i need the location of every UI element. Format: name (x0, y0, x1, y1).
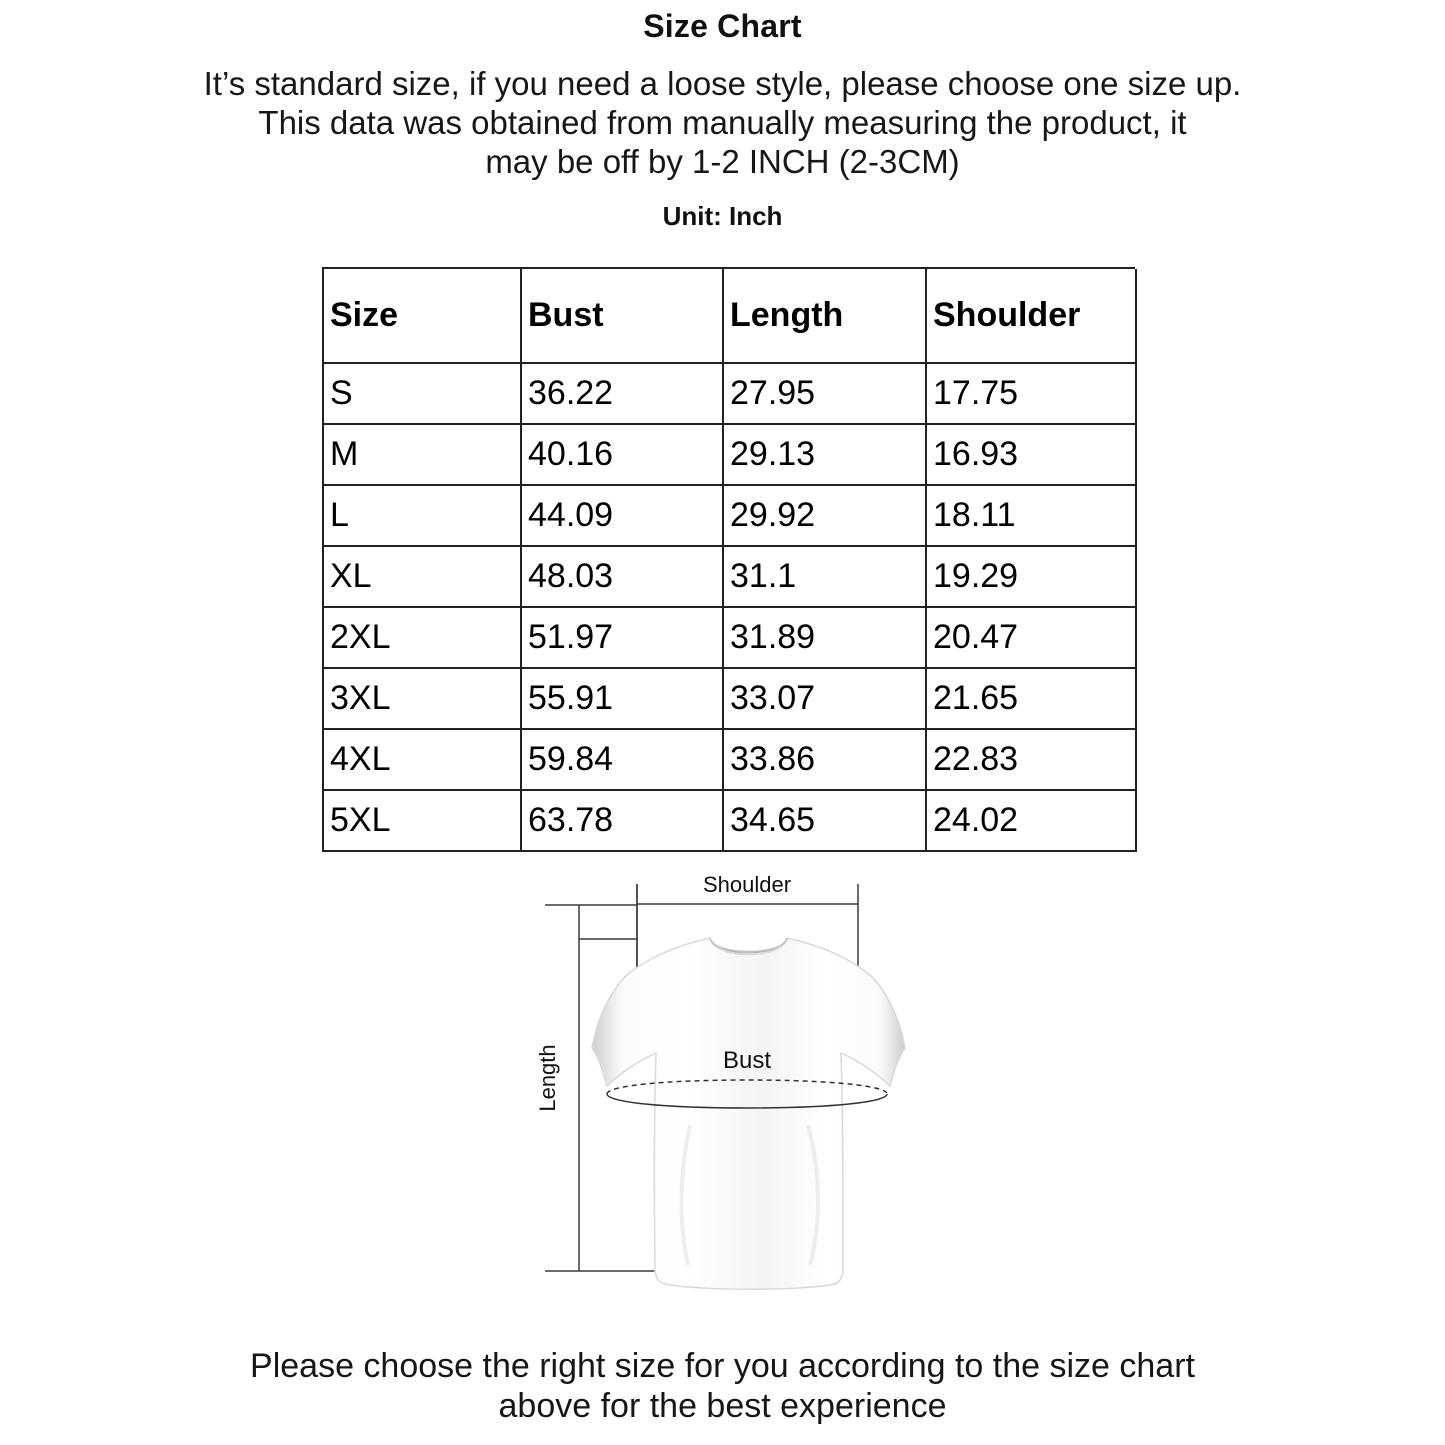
svg-text:Bust: Bust (723, 1047, 771, 1074)
svg-text:Shoulder: Shoulder (703, 872, 791, 897)
svg-text:Length: Length (535, 1044, 560, 1111)
